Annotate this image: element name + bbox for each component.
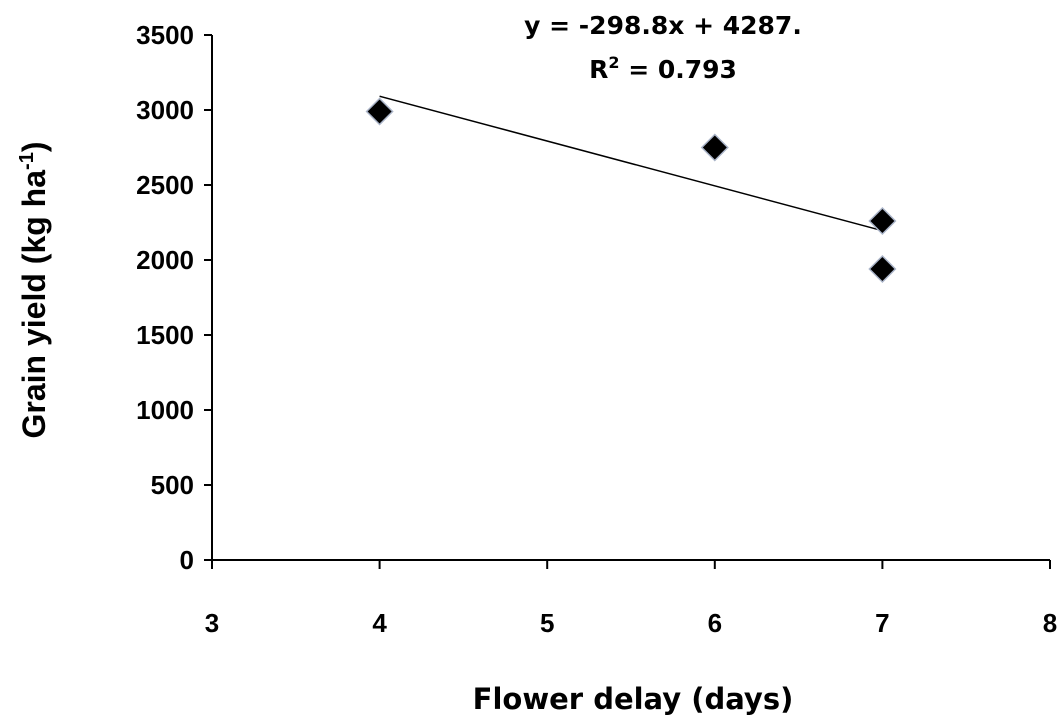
x-tick-label: 6 (708, 608, 722, 638)
data-point-marker (868, 254, 897, 284)
data-point-marker (700, 133, 729, 162)
y-tick-label: 1000 (136, 395, 194, 425)
y-axis-title-close: ) (16, 142, 52, 153)
x-tick-label: 4 (372, 608, 387, 638)
y-tick-label: 1500 (136, 320, 194, 350)
y-axis-ticks: 0 500 1000 1500 2000 2500 3000 3500 (136, 20, 212, 575)
r-squared-r: R (589, 55, 608, 84)
y-tick-label: 3000 (136, 95, 194, 125)
axes (211, 35, 1050, 561)
y-tick-label: 0 (180, 545, 194, 575)
r-squared-label: R2 = 0.793 (589, 53, 737, 84)
trendline-equation: y = -298.8x + 4287. (524, 11, 802, 40)
r-squared-value: = 0.793 (619, 55, 736, 84)
trendline (379, 95, 883, 232)
data-point-marker (365, 97, 394, 126)
y-tick-label: 2000 (136, 245, 194, 275)
x-tick-label: 3 (205, 608, 219, 638)
data-point-marker (868, 206, 897, 236)
r-squared-superscript: 2 (608, 53, 619, 72)
y-tick-label: 2500 (136, 170, 194, 200)
y-tick-label: 500 (151, 470, 194, 500)
y-axis-title-superscript: -1 (16, 152, 38, 170)
x-axis-ticks: 3 4 5 6 7 8 (205, 560, 1057, 638)
y-axis-title-main: Grain yield (kg ha (16, 170, 52, 439)
y-tick-label: 3500 (136, 20, 194, 50)
y-axis-title: Grain yield (kg ha-1) (16, 142, 52, 439)
data-points (365, 97, 897, 284)
x-tick-label: 5 (540, 608, 554, 638)
x-axis-title: Flower delay (days) (473, 682, 794, 716)
x-tick-label: 7 (875, 608, 889, 638)
x-tick-label: 8 (1043, 608, 1057, 638)
trendline-group (379, 95, 883, 232)
